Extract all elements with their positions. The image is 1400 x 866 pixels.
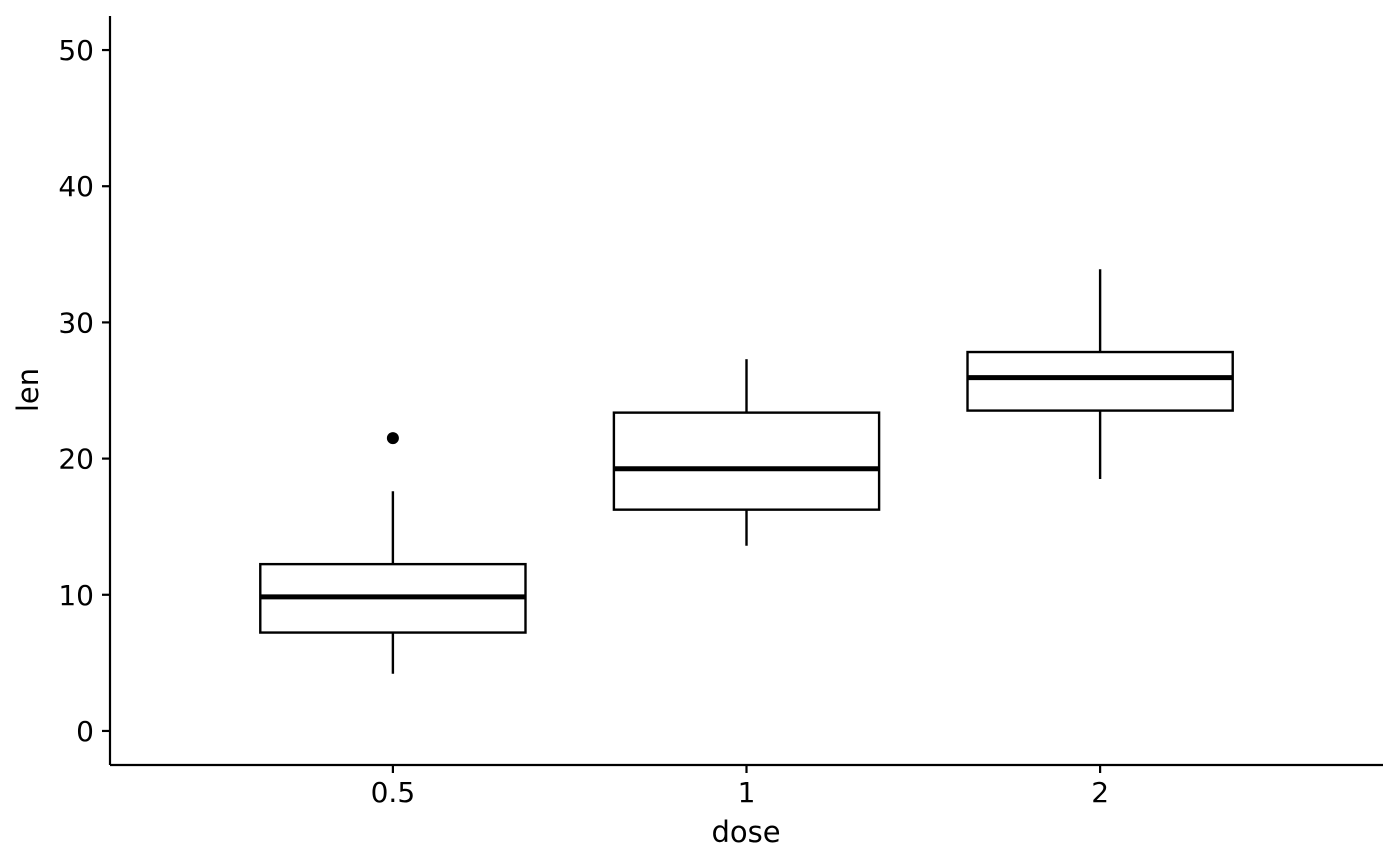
x-axis-title: dose [711,815,780,849]
y-tick-label: 0 [76,715,94,748]
x-tick-label: 2 [1091,776,1109,809]
iqr-box [612,411,881,511]
outlier-point [386,432,399,445]
iqr-box [966,350,1234,412]
box-0.5 [259,432,527,674]
box-2 [966,269,1234,480]
y-tick-label: 40 [58,170,94,203]
y-ticks: 0 10 20 30 40 50 [58,34,110,748]
box-1 [612,359,881,546]
y-axis-title: len [11,368,45,412]
boxes [259,269,1234,674]
x-tick-label: 1 [738,776,756,809]
y-tick-label: 10 [58,579,94,612]
x-ticks: 0.5 1 2 [371,765,1109,809]
y-tick-label: 50 [58,34,94,67]
y-tick-label: 20 [58,443,94,476]
y-tick-label: 30 [58,306,94,339]
x-tick-label: 0.5 [371,776,416,809]
